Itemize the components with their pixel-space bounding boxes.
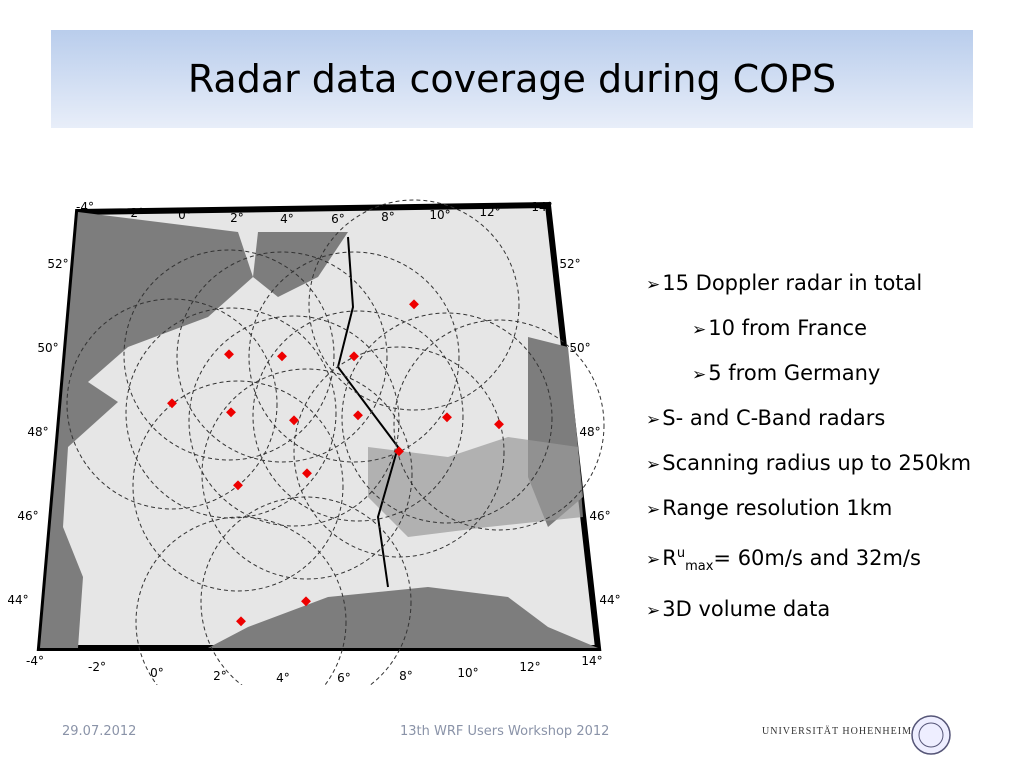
footer-date: 29.07.2012 bbox=[62, 724, 137, 739]
bullet-part: u bbox=[676, 546, 686, 561]
bullet-part: R bbox=[662, 546, 677, 570]
coordinate-label: 52° bbox=[559, 257, 580, 271]
sub-bullet: 5 from Germany bbox=[646, 352, 971, 397]
university-name: UNIVERSITÄT HOHENHEIM bbox=[762, 726, 912, 737]
coordinate-label: 4° bbox=[280, 212, 294, 226]
atlantic bbox=[40, 212, 253, 648]
university-seal bbox=[911, 715, 951, 755]
coordinate-label: 50° bbox=[569, 341, 590, 355]
coordinate-label: 46° bbox=[589, 509, 610, 523]
coordinate-label: 10° bbox=[457, 666, 478, 680]
coordinate-label: 2° bbox=[213, 669, 227, 683]
coordinate-label: 0° bbox=[178, 208, 192, 222]
title-bar: Radar data coverage during COPS bbox=[51, 30, 973, 128]
coordinate-label: 6° bbox=[337, 671, 351, 685]
coordinate-label: -4° bbox=[26, 654, 44, 668]
coordinate-label: 50° bbox=[37, 341, 58, 355]
title: Radar data coverage during COPS bbox=[187, 57, 837, 101]
coordinate-label: 12° bbox=[519, 660, 540, 674]
coordinate-label: -4° bbox=[76, 200, 94, 214]
coordinate-label: 44° bbox=[8, 593, 29, 607]
coverage-circles bbox=[66, 199, 605, 685]
alps bbox=[368, 437, 583, 537]
coordinate-label: 14° bbox=[581, 654, 602, 668]
coordinate-label: 0° bbox=[150, 666, 164, 680]
footer-event: 13th WRF Users Workshop 2012 bbox=[400, 724, 610, 739]
coordinate-label: 48° bbox=[27, 425, 48, 439]
coordinate-label: 14° bbox=[531, 200, 552, 214]
coordinate-label: 8° bbox=[399, 669, 413, 683]
mediterranean bbox=[208, 587, 598, 648]
coordinate-label: 12° bbox=[479, 205, 500, 219]
bullet: Scanning radius up to 250km bbox=[646, 442, 971, 487]
bullet: Rumax= 60m/s and 32m/s bbox=[646, 532, 971, 588]
sub-bullet: 10 from France bbox=[646, 307, 971, 352]
bullet: S- and C-Band radars bbox=[646, 397, 971, 442]
bullet-part: max bbox=[685, 559, 714, 575]
coordinate-label: 4° bbox=[276, 671, 290, 685]
north-sea bbox=[253, 232, 348, 297]
bullet: 15 Doppler radar in total bbox=[646, 262, 971, 307]
bullet-part: = 60m/s and 32m/s bbox=[713, 546, 921, 570]
coordinate-label: -2° bbox=[126, 206, 144, 220]
radar-map: -4° -2° 0° 2° 4° 6° 8° 10° 12° 14° -4° -2° 0° 2° 4° 6° 8… bbox=[8, 197, 620, 685]
bullet: 3D volume data bbox=[646, 588, 971, 633]
coordinate-label: 46° bbox=[17, 509, 38, 523]
coordinate-label: 10° bbox=[429, 208, 450, 222]
bullet-list: 15 Doppler radar in total10 from France5… bbox=[646, 262, 971, 633]
map-labels: -4° -2° 0° 2° 4° 6° 8° 10° 12° 14° -4° -2° 0° 2° 4° 6° 8… bbox=[8, 200, 620, 685]
radar-sites bbox=[167, 299, 504, 627]
coordinate-label: 6° bbox=[331, 212, 345, 226]
coordinate-label: 48° bbox=[579, 425, 600, 439]
coordinate-label: -2° bbox=[88, 660, 106, 674]
coordinate-label: 8° bbox=[381, 210, 395, 224]
coordinate-label: 52° bbox=[47, 257, 68, 271]
coordinate-label: 44° bbox=[599, 593, 620, 607]
bullet: Range resolution 1km bbox=[646, 487, 971, 532]
border bbox=[336, 236, 400, 588]
coordinate-label: 2° bbox=[230, 211, 244, 225]
